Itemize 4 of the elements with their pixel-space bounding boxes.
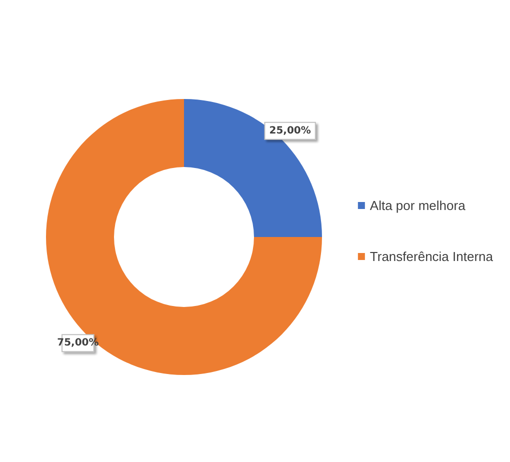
legend-label: Transferência Interna — [370, 249, 494, 264]
data-label: 25,00% — [269, 125, 311, 136]
legend-label: Alta por melhora — [370, 198, 466, 213]
data-label: 75,00% — [57, 338, 99, 349]
